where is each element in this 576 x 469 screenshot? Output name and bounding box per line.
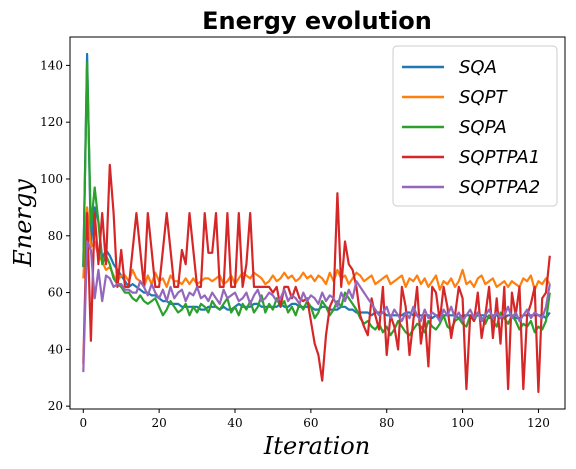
y-tick-label: 120 — [40, 115, 63, 129]
legend-label-sqa: SQA — [459, 57, 497, 78]
y-tick-label: 140 — [40, 58, 63, 72]
y-tick-label: 20 — [48, 399, 63, 413]
y-tick-label: 40 — [48, 342, 63, 356]
x-tick-label: 60 — [303, 416, 318, 430]
x-tick-label: 0 — [79, 416, 87, 430]
y-axis-label: Energy — [9, 179, 37, 268]
series-line-sqptpa1 — [82, 163, 551, 394]
plot-frame — [69, 36, 566, 410]
series-line-sqpt — [82, 206, 551, 291]
x-tick-label: 40 — [227, 416, 242, 430]
chart-title: Energy evolution — [202, 7, 432, 35]
x-tick-label: 20 — [151, 416, 166, 430]
x-tick-label: 80 — [379, 416, 394, 430]
legend: SQA SQPT SQPA SQPTPA1 SQPTPA2 — [392, 45, 558, 207]
x-axis-ticks: 0 20 40 60 80 100 120 — [79, 409, 550, 430]
legend-label-sqpt: SQPT — [459, 87, 508, 108]
x-tick-label: 100 — [451, 416, 474, 430]
legend-label-sqpa: SQPA — [459, 117, 507, 138]
y-tick-label: 60 — [48, 286, 63, 300]
x-tick-label: 120 — [527, 416, 550, 430]
series-line-sqptpa2 — [82, 240, 551, 373]
y-axis-ticks: 20 40 60 80 100 120 140 — [40, 58, 70, 413]
series-lines — [82, 52, 551, 394]
y-tick-label: 80 — [48, 229, 63, 243]
x-axis-label: Iteration — [263, 432, 370, 460]
legend-label-sqptpa2: SQPTPA2 — [459, 177, 540, 198]
legend-label-sqptpa1: SQPTPA1 — [459, 147, 540, 168]
legend-box — [392, 45, 558, 207]
y-tick-label: 100 — [40, 172, 63, 186]
